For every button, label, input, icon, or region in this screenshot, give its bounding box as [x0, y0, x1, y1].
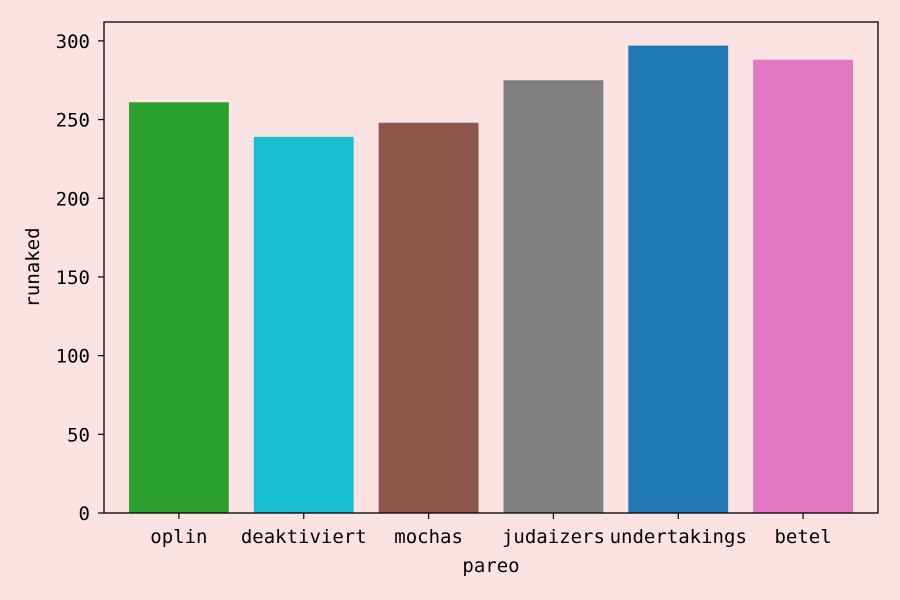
bar-undertakings: [628, 45, 729, 513]
bar-mochas: [378, 122, 479, 513]
x-tick-label: betel: [774, 526, 831, 548]
bars-group: [128, 45, 854, 514]
x-tick-label: deaktiviert: [241, 526, 367, 548]
bar-judaizers: [503, 80, 604, 513]
x-axis-ticks: oplin deaktiviert mochas judaizers undertaki…: [150, 513, 832, 548]
y-tick-label: 0: [79, 503, 90, 525]
y-tick-label: 300: [56, 31, 90, 53]
plot-frame: [103, 21, 879, 514]
x-tick-label: mochas: [394, 526, 463, 548]
x-tick-label: judaizers: [502, 526, 605, 548]
y-tick-label: 250: [56, 110, 90, 132]
bar-oplin: [128, 102, 229, 513]
y-tick-label: 100: [56, 346, 90, 368]
x-tick-label: oplin: [150, 526, 207, 548]
x-axis-label: pareo: [462, 555, 519, 577]
y-axis-ticks: 0 50 100 150 200 250 300: [56, 31, 104, 525]
bar-deaktiviert: [253, 136, 354, 513]
y-tick-label: 200: [56, 188, 90, 210]
y-tick-label: 50: [67, 424, 90, 446]
bar-betel: [753, 59, 854, 514]
y-tick-label: 150: [56, 267, 90, 289]
y-axis-label: runaked: [22, 227, 44, 307]
x-tick-label: undertakings: [610, 526, 747, 548]
